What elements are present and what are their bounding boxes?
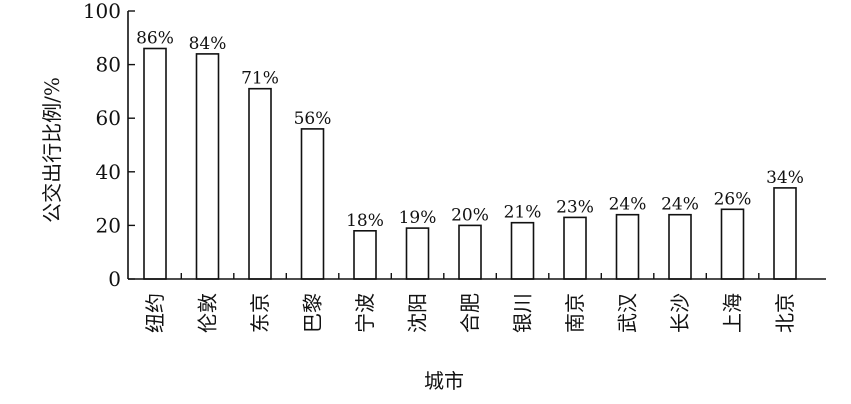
data-label-11: 24% xyxy=(661,195,699,215)
bar-5 xyxy=(353,230,377,280)
y-tick-label-0: 0 xyxy=(108,267,121,291)
category-label-8: 银川 xyxy=(511,293,535,333)
y-tick-label-60: 60 xyxy=(96,106,121,130)
bar-2 xyxy=(195,53,220,280)
bar-13 xyxy=(773,187,797,280)
bar-7 xyxy=(458,224,482,280)
category-label-3: 东京 xyxy=(248,293,272,333)
y-tick-label-20: 20 xyxy=(96,213,121,237)
category-label-2: 伦敦 xyxy=(196,293,220,333)
bar-3 xyxy=(248,87,272,280)
data-label-5: 18% xyxy=(346,211,384,231)
category-label-9: 南京 xyxy=(563,293,587,333)
y-axis-title: 公交出行比例/% xyxy=(40,77,64,223)
category-label-13: 北京 xyxy=(773,293,797,333)
data-label-4: 56% xyxy=(294,109,332,129)
category-label-5: 宁波 xyxy=(353,293,377,333)
bar-10 xyxy=(615,213,640,280)
data-label-1: 86% xyxy=(136,29,174,49)
data-label-13: 34% xyxy=(766,168,804,188)
data-label-12: 26% xyxy=(714,189,752,209)
bar-8 xyxy=(510,221,535,280)
y-tick-label-100: 100 xyxy=(83,0,121,23)
category-label-12: 上海 xyxy=(721,293,745,333)
category-label-11: 长沙 xyxy=(668,293,692,333)
category-label-4: 巴黎 xyxy=(301,293,325,333)
data-label-9: 23% xyxy=(556,197,594,217)
category-label-7: 合肥 xyxy=(458,293,482,333)
category-label-1: 纽约 xyxy=(143,293,167,333)
labels-layer: 86% 纽约 84% 伦敦 71% 东京 56% 巴黎 18% 宁波 19% 沈阳 20% 合肥 21% 银川… xyxy=(136,29,804,334)
axes-layer: 0 20 40 60 80 100 xyxy=(83,0,826,291)
data-label-6: 19% xyxy=(399,208,437,228)
y-tick-label-80: 80 xyxy=(96,53,121,77)
bar-12 xyxy=(720,208,745,280)
data-label-2: 84% xyxy=(189,34,227,54)
category-label-10: 武汉 xyxy=(616,293,640,333)
bar-1 xyxy=(143,47,167,280)
bar-11 xyxy=(668,213,692,280)
data-label-8: 21% xyxy=(504,203,542,223)
data-label-7: 20% xyxy=(451,205,489,225)
y-tick-label-40: 40 xyxy=(96,160,121,184)
bar-6 xyxy=(405,227,430,280)
data-label-3: 71% xyxy=(241,69,279,89)
category-label-6: 沈阳 xyxy=(406,293,430,333)
x-axis-title: 城市 xyxy=(424,369,464,393)
bars-layer xyxy=(143,47,797,280)
bar-4 xyxy=(300,128,325,280)
data-label-10: 24% xyxy=(609,195,647,215)
bar-9 xyxy=(563,216,587,280)
